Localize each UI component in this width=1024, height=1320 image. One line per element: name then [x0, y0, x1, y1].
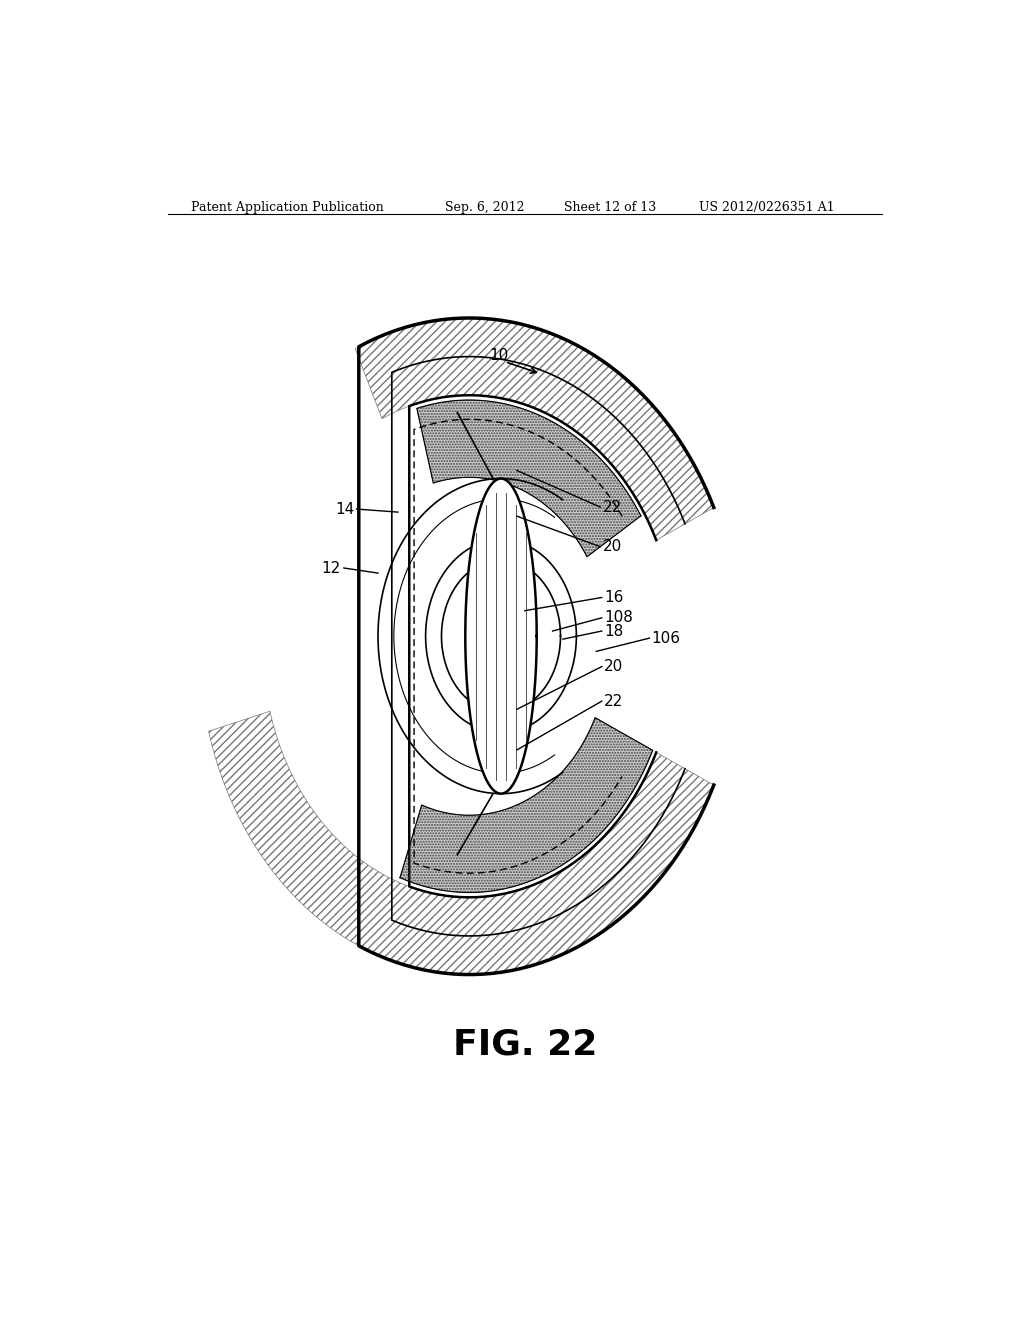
- Polygon shape: [400, 718, 652, 892]
- Text: 108: 108: [604, 610, 633, 626]
- Text: 18: 18: [604, 623, 624, 639]
- Text: 106: 106: [652, 631, 681, 645]
- Text: 16: 16: [604, 590, 624, 605]
- Polygon shape: [209, 711, 714, 974]
- Text: 12: 12: [322, 561, 341, 576]
- Text: Patent Application Publication: Patent Application Publication: [191, 201, 384, 214]
- Text: 22: 22: [604, 693, 624, 709]
- Text: 10: 10: [489, 348, 508, 363]
- Text: 22: 22: [602, 499, 622, 515]
- Text: Sep. 6, 2012: Sep. 6, 2012: [445, 201, 525, 214]
- Polygon shape: [355, 318, 714, 540]
- Text: 20: 20: [604, 659, 624, 675]
- Polygon shape: [417, 400, 641, 557]
- Text: Sheet 12 of 13: Sheet 12 of 13: [564, 201, 656, 214]
- Text: 14: 14: [335, 502, 354, 516]
- Text: US 2012/0226351 A1: US 2012/0226351 A1: [699, 201, 835, 214]
- Polygon shape: [465, 479, 537, 793]
- Text: FIG. 22: FIG. 22: [453, 1028, 597, 1061]
- Text: 20: 20: [602, 539, 622, 554]
